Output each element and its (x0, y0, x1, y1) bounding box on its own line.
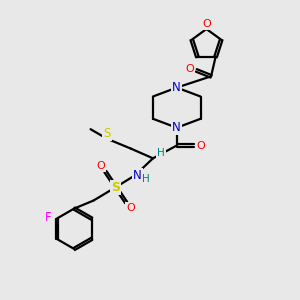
Text: N: N (172, 121, 181, 134)
Text: H: H (142, 174, 149, 184)
Text: O: O (196, 140, 205, 151)
Text: O: O (185, 64, 194, 74)
Text: F: F (45, 211, 52, 224)
Text: N: N (172, 81, 181, 94)
Text: H: H (158, 148, 165, 158)
Text: O: O (126, 203, 135, 213)
Text: S: S (111, 181, 120, 194)
Text: O: O (202, 19, 211, 29)
Text: S: S (103, 127, 111, 140)
Text: O: O (97, 161, 105, 171)
Text: N: N (133, 169, 142, 182)
